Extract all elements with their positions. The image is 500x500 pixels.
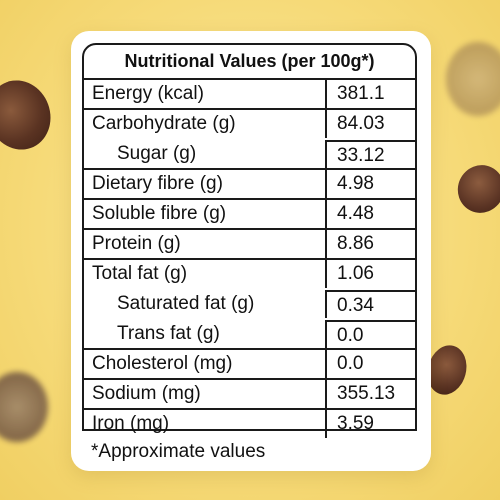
nutrient-value: 0.0 — [325, 350, 417, 378]
table-row: Sodium (mg) 355.13 — [84, 378, 415, 408]
cereal-piece — [0, 71, 61, 159]
table-row: Protein (g) 8.86 — [84, 228, 415, 258]
nutrient-name: Trans fat (g) — [117, 323, 220, 344]
nutrient-value: 3.59 — [325, 410, 417, 438]
table-row: Dietary fibre (g) 4.98 — [84, 168, 415, 198]
nutrient-value: 33.12 — [325, 140, 417, 168]
nutrient-name: Iron (mg) — [92, 413, 170, 434]
nutrient-name: Carbohydrate (g) — [92, 113, 236, 134]
nutrient-name: Sugar (g) — [117, 143, 197, 164]
nutrient-name: Saturated fat (g) — [117, 293, 255, 314]
table-row: Total fat (g) 1.06 — [84, 258, 415, 288]
nutrition-table-title: Nutritional Values (per 100g*) — [124, 51, 375, 71]
nutrient-name: Soluble fibre (g) — [92, 203, 227, 224]
nutrition-label-card: Nutritional Values (per 100g*) Energy (k… — [71, 31, 431, 471]
nutrient-value: 4.48 — [325, 200, 417, 228]
nutrient-value: 1.06 — [325, 260, 417, 288]
table-row: Sugar (g) 33.12 — [84, 138, 417, 168]
table-row: Cholesterol (mg) 0.0 — [84, 348, 415, 378]
nutrient-value: 0.34 — [325, 290, 417, 318]
nutrient-value: 4.98 — [325, 170, 417, 198]
table-row: Iron (mg) 3.59 — [84, 408, 415, 438]
nutrient-name: Cholesterol (mg) — [92, 353, 233, 374]
table-row: Carbohydrate (g) 84.03 — [84, 108, 415, 138]
cereal-piece — [450, 157, 500, 221]
table-row: Saturated fat (g) 0.34 — [84, 288, 417, 318]
nutrient-value: 8.86 — [325, 230, 417, 258]
nutrient-name: Dietary fibre (g) — [92, 173, 223, 194]
nutrient-name: Sodium (mg) — [92, 383, 201, 404]
table-row: Energy (kcal) 381.1 — [84, 78, 415, 108]
nutrition-table: Energy (kcal) 381.1 Carbohydrate (g) 84.… — [84, 78, 417, 438]
nutrient-name: Energy (kcal) — [92, 83, 204, 104]
nutrient-value: 381.1 — [325, 80, 417, 108]
nutrient-name: Total fat (g) — [92, 263, 188, 284]
cereal-piece-blurred — [446, 42, 500, 116]
nutrient-name: Protein (g) — [92, 233, 181, 254]
nutrient-value: 84.03 — [325, 110, 417, 138]
nutrition-table-frame: Nutritional Values (per 100g*) Energy (k… — [82, 43, 417, 438]
table-row: Soluble fibre (g) 4.48 — [84, 198, 415, 228]
table-row: Trans fat (g) 0.0 — [84, 318, 417, 348]
cereal-piece-blurred — [0, 372, 48, 442]
nutrient-value: 355.13 — [325, 380, 417, 408]
nutrient-value: 0.0 — [325, 320, 417, 348]
footnote: *Approximate values — [91, 441, 266, 462]
